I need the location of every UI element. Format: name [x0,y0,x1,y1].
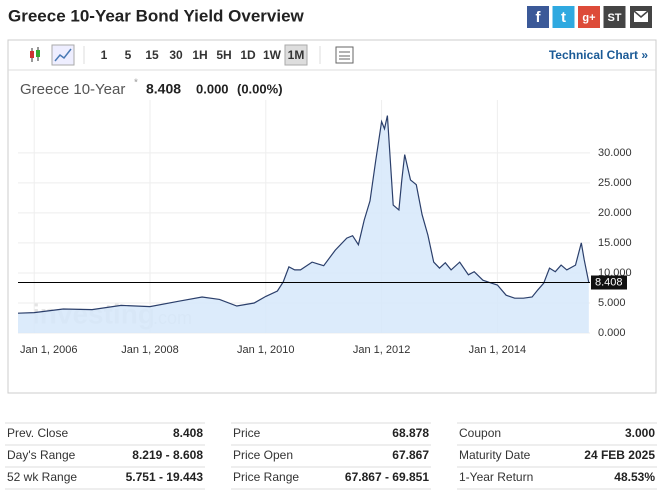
technical-chart-link[interactable]: Technical Chart » [549,48,648,62]
line [17,115,590,314]
share-button[interactable] [527,6,549,28]
interval-button[interactable]: 30 [169,48,183,62]
stat-value: 3.000 [625,426,655,440]
last-price-label: 8.408 [595,276,623,288]
stat-value: 8.219 - 8.608 [132,448,203,462]
candle-icon[interactable] [30,47,40,62]
page-title: Greece 10-Year Bond Yield Overview [8,6,305,25]
area [18,115,589,333]
y-tick-label: 20.000 [598,207,632,219]
x-tick-label: Jan 1, 2012 [353,344,411,356]
stat-value: 67.867 [392,448,429,462]
stat-label: Price [233,426,261,440]
interval-button[interactable]: 1D [240,48,256,62]
quote-marker: * [134,78,138,89]
x-tick-label: Jan 1, 2008 [121,344,179,356]
interval-selected [284,44,308,66]
stat-label: Prev. Close [7,426,68,440]
share-label[interactable]: ST [607,12,621,24]
share-button[interactable] [552,6,575,28]
interval-button[interactable]: 1W [263,48,282,62]
y-tick-label: 25.000 [598,177,632,189]
stat-value: 8.408 [173,426,203,440]
share-button[interactable] [578,6,600,28]
x-tick-label: Jan 1, 2010 [237,344,295,356]
interval-button[interactable]: 5 [125,48,132,62]
settings-icon[interactable] [335,46,354,64]
stat-label: Price Open [233,448,293,462]
stat-label: 52 wk Range [7,470,77,484]
interval-button[interactable]: 15 [145,48,159,62]
x-tick-label: Jan 1, 2014 [469,344,527,356]
stat-label: Day's Range [7,448,76,462]
last-price-box [591,275,627,290]
stat-value: 48.53% [614,470,655,484]
interval-button[interactable]: 1 [101,48,108,62]
stat-label: Maturity Date [459,448,531,462]
share-label[interactable]: t [561,9,566,26]
quote-price: 8.408 [146,81,181,97]
x-tick-label: Jan 1, 2006 [20,344,78,356]
stat-value: 5.751 - 19.443 [126,470,204,484]
stat-label: 1-Year Return [459,470,533,484]
share-button[interactable] [603,6,626,28]
interval-button[interactable]: 1H [192,48,207,62]
interval-button[interactable]: 1M [288,48,305,62]
y-tick-label: 0.000 [598,327,626,339]
quote-name: Greece 10-Year [20,81,125,98]
y-tick-label: 15.000 [598,237,632,249]
stat-value: 67.867 - 69.851 [345,470,429,484]
interval-button[interactable]: 5H [216,48,231,62]
line-icon[interactable] [51,44,75,66]
stat-value: 24 FEB 2025 [584,448,655,462]
mail-icon[interactable] [630,6,652,28]
stat-label: Coupon [459,426,501,440]
share-label[interactable]: g+ [582,12,595,24]
share-label[interactable]: f [536,9,542,26]
stat-label: Price Range [233,470,299,484]
stat-value: 68.878 [392,426,429,440]
y-tick-label: 5.000 [598,297,626,309]
quote-change-pct: (0.00%) [237,81,283,96]
quote-change: 0.000 [196,81,229,96]
y-tick-label: 30.000 [598,147,632,159]
